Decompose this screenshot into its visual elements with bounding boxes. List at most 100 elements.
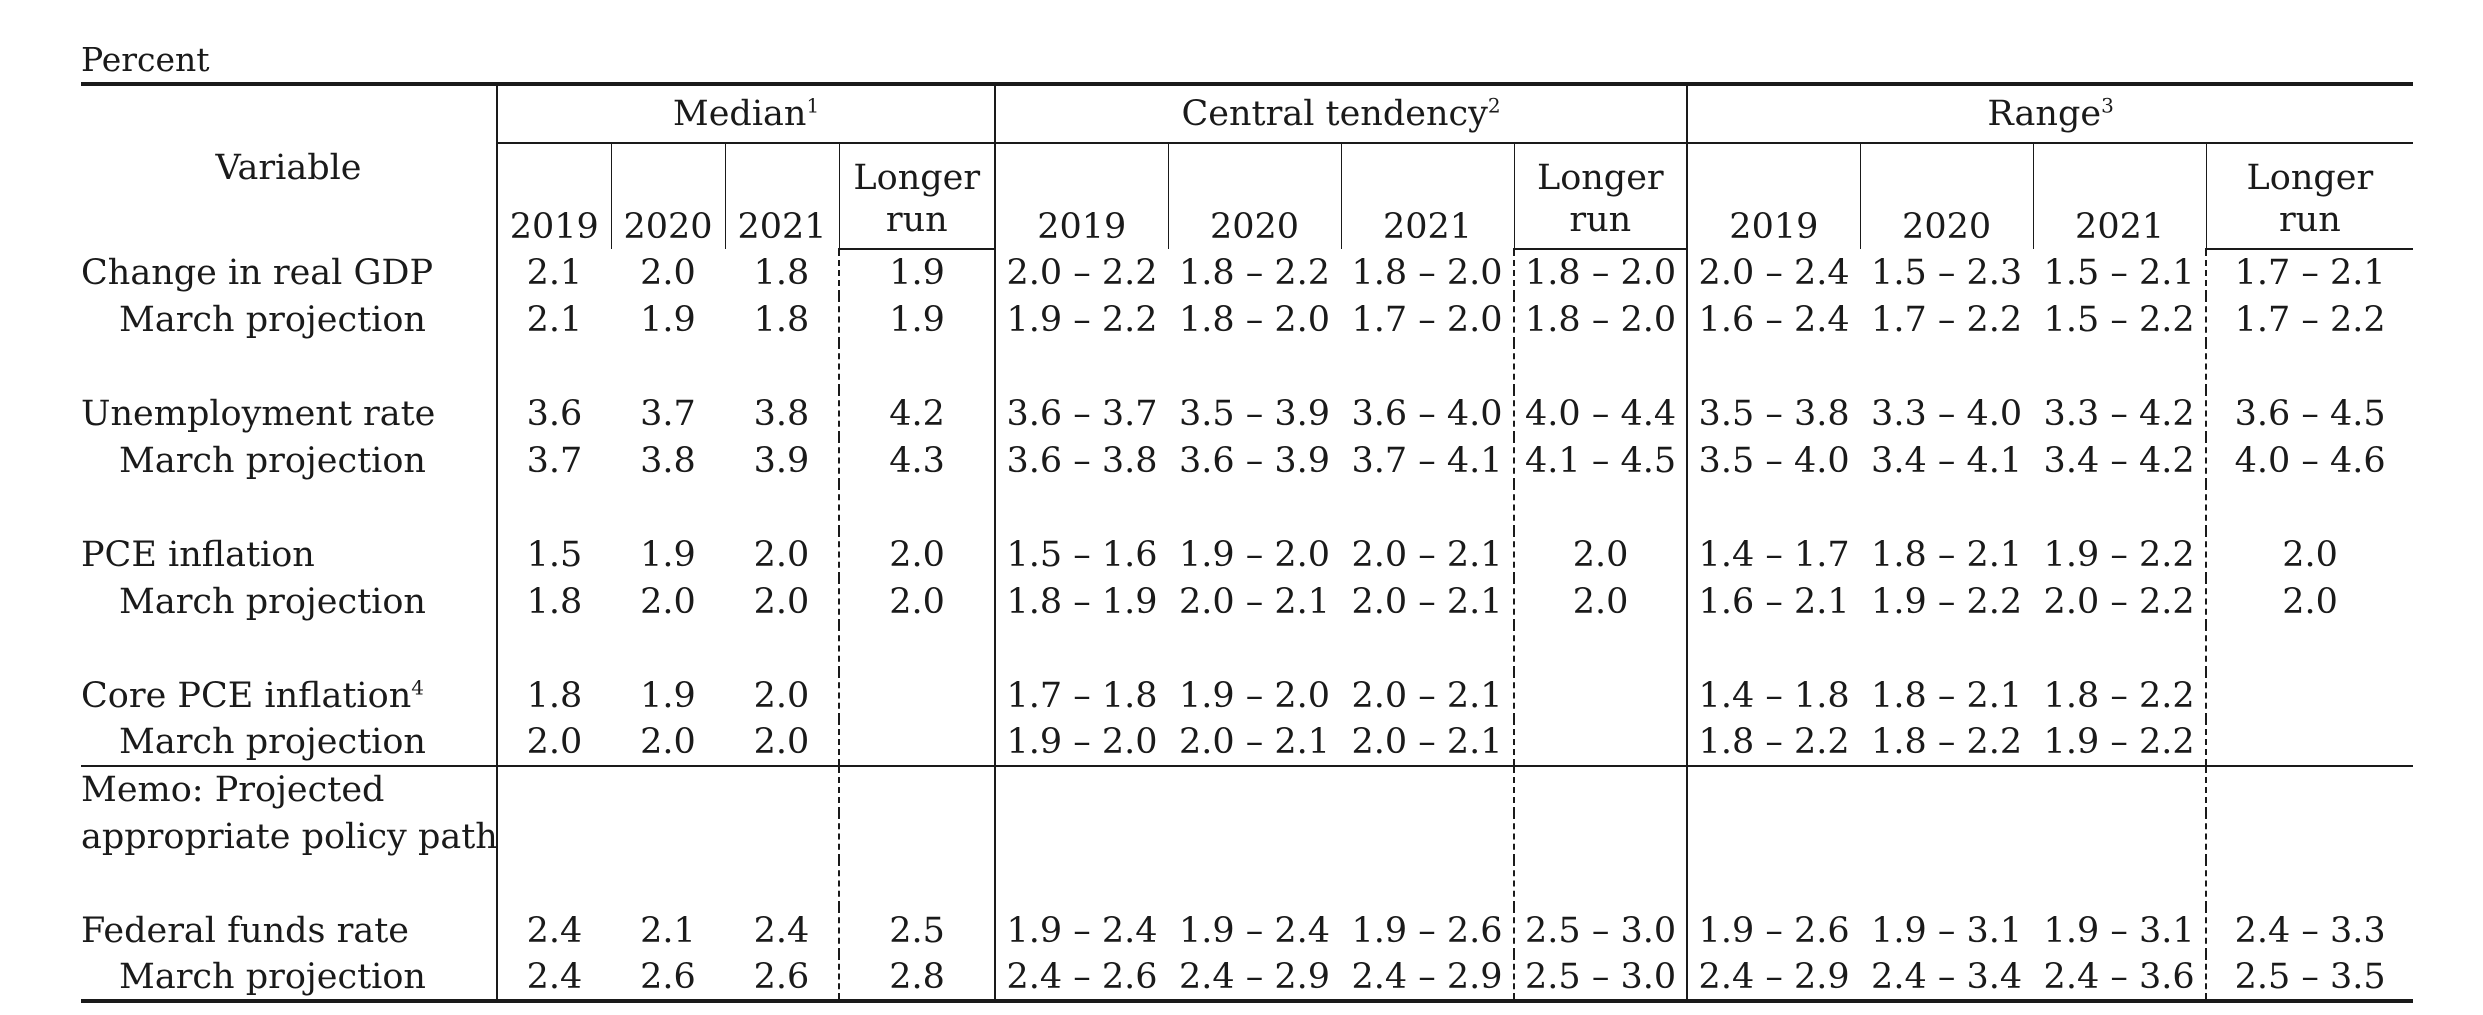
table-cell: 2.0	[1513, 578, 1688, 625]
table-cell: 1.8	[496, 672, 611, 719]
table-cell: 1.8 – 2.2	[1179, 252, 1331, 293]
table-cell: 1.9 – 3.1	[2043, 910, 2195, 951]
table-cell: 2.1	[496, 296, 611, 343]
longer-run-header: run	[838, 200, 996, 250]
table-cell: 1.8 – 2.1	[1871, 675, 2023, 716]
table-row: Federal funds rate 2.4 2.1 2.4 2.5 1.9 –…	[81, 907, 2414, 954]
table-cell: 2.0	[837, 578, 996, 625]
table-cell: 1.9 – 2.4	[1179, 910, 1331, 951]
row-label: Unemployment rate	[81, 393, 436, 434]
table-cell: 3.4 – 4.1	[1871, 440, 2023, 481]
group-header-row: Variable Median1 Central tendency2 Range…	[81, 82, 2414, 249]
table-cell: 2.0	[496, 719, 611, 766]
table-cell: 1.8 – 1.9	[994, 578, 1169, 625]
table-cell	[1513, 672, 1688, 719]
table-row: March projection 2.4 2.6 2.6 2.8 2.4 – 2…	[81, 954, 2414, 1003]
table-cell: 2.4	[496, 907, 611, 954]
table-cell: 3.6 – 3.7	[994, 390, 1169, 437]
table-cell: 1.7 – 2.2	[1871, 299, 2023, 340]
table-cell: 2.4 – 3.6	[2033, 954, 2207, 1003]
table-cell: 1.8	[496, 578, 611, 625]
table-cell: 2.4 – 2.9	[1168, 954, 1342, 1003]
projections-table: Variable Median1 Central tendency2 Range…	[81, 82, 2414, 1003]
table-row: March projection 3.7 3.8 3.9 4.3 3.6 – 3…	[81, 437, 2414, 484]
table-cell: 2.0	[753, 722, 810, 762]
table-cell: 2.5	[837, 907, 996, 954]
table-cell: 2.0 – 2.1	[1179, 722, 1331, 762]
table-cell: 1.5	[496, 531, 611, 578]
table-cell: 2.0	[2205, 578, 2414, 625]
table-cell: 4.0 – 4.6	[2205, 437, 2414, 484]
table-row: Change in real GDP 2.1 2.0 1.8 1.9 2.0 –…	[81, 249, 2414, 296]
table-cell: 3.8	[753, 393, 810, 434]
table-cell: 2.4 – 2.9	[1341, 954, 1515, 1003]
table-cell: 3.4 – 4.2	[2043, 440, 2195, 481]
table-cell: 3.7 – 4.1	[1351, 440, 1503, 481]
table-cell	[837, 719, 996, 766]
table-cell: 1.9 – 2.6	[1686, 907, 1861, 954]
table-cell: 1.8	[753, 252, 810, 293]
year-header: 2020	[1859, 143, 2034, 249]
table-cell: 2.0 – 2.1	[1351, 675, 1503, 716]
table-cell: 3.7	[496, 437, 611, 484]
table-cell: 3.5 – 4.0	[1686, 437, 1861, 484]
table-cell: 4.3	[837, 437, 996, 484]
table-cell: 2.0 – 2.4	[1686, 249, 1861, 296]
row-spacer	[81, 343, 2414, 390]
table-cell: 2.0	[753, 581, 810, 622]
year-header: 2021	[724, 143, 839, 249]
row-label: March projection	[119, 440, 426, 481]
table-cell: 1.9 – 2.4	[994, 907, 1169, 954]
table-cell: 1.9 – 2.6	[1351, 910, 1503, 951]
table-cell: 1.5 – 2.1	[2043, 252, 2195, 293]
table-cell: 1.8	[753, 299, 810, 340]
table-cell: 1.7 – 2.2	[2205, 296, 2414, 343]
year-header: 2019	[1686, 143, 1861, 249]
table-cell: 1.7 – 1.8	[994, 672, 1169, 719]
table-cell	[2205, 672, 2414, 719]
table-row: March projection 2.1 1.9 1.8 1.9 1.9 – 2…	[81, 296, 2414, 343]
row-spacer	[81, 484, 2414, 531]
table-row: PCE inflation 1.5 1.9 2.0 2.0 1.5 – 1.6 …	[81, 531, 2414, 578]
table-cell: 2.5 – 3.5	[2205, 954, 2414, 1003]
range-header: Range3	[1686, 82, 2414, 144]
table-cell: 2.0 – 2.2	[994, 249, 1169, 296]
row-label: March projection	[119, 722, 426, 762]
table-cell: 3.6 – 4.0	[1351, 393, 1503, 434]
row-label: PCE inflation	[81, 534, 315, 575]
longer-run-header: Longer	[2205, 143, 2414, 200]
year-header: 2019	[994, 143, 1169, 249]
table-cell: 2.0	[1513, 531, 1688, 578]
year-header-row: 2019 2020 2021 Longer 2019 2020 2021 Lon…	[81, 143, 2414, 249]
table-cell: 1.8 – 2.2	[1871, 722, 2023, 762]
memo-label: appropriate policy path	[81, 816, 498, 857]
table-cell: 2.4 – 2.9	[1686, 954, 1861, 1003]
table-cell: 1.7 – 2.0	[1351, 299, 1503, 340]
table-cell: 2.0	[640, 581, 696, 622]
longer-run-header: Longer	[838, 143, 996, 200]
table-cell: 2.0	[640, 722, 696, 762]
table-cell: 2.0 – 2.1	[1351, 722, 1503, 762]
memo-row: Memo: Projected	[81, 765, 2414, 813]
table-cell: 3.3 – 4.0	[1871, 393, 2023, 434]
memo-label: Memo: Projected	[81, 765, 497, 813]
table-cell: 2.5 – 3.0	[1513, 954, 1688, 1003]
table-cell: 1.9 – 2.2	[2043, 722, 2195, 762]
table-cell: 1.8 – 2.0	[1179, 299, 1331, 340]
row-label: Federal funds rate	[81, 910, 410, 951]
table-cell: 1.4 – 1.7	[1686, 531, 1861, 578]
memo-row: appropriate policy path	[81, 813, 2414, 860]
table-cell: 2.0 – 2.1	[1351, 581, 1503, 622]
row-spacer	[81, 860, 2414, 907]
table-cell: 2.4 – 3.4	[1860, 954, 2034, 1003]
unit-label: Percent	[81, 40, 210, 79]
table-cell: 1.5 – 1.6	[994, 531, 1169, 578]
table-cell: 4.0 – 4.4	[1513, 390, 1688, 437]
year-header: 2021	[2032, 143, 2207, 249]
table-cell: 1.8 – 2.2	[2043, 675, 2195, 716]
table-cell: 1.9	[837, 296, 996, 343]
table-row: Unemployment rate 3.6 3.7 3.8 4.2 3.6 – …	[81, 390, 2414, 437]
table-cell: 2.0	[2205, 531, 2414, 578]
table-cell: 1.9 – 2.0	[1179, 675, 1331, 716]
table-cell: 4.2	[837, 390, 996, 437]
